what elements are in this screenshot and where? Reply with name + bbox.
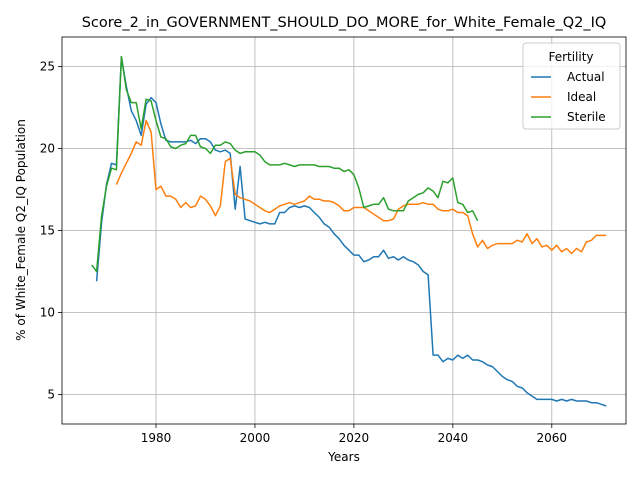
- series-line-ideal: [115, 119, 607, 255]
- legend-title: Fertility: [548, 50, 593, 64]
- x-tick-label: 2020: [339, 431, 370, 445]
- y-tick-label: 5: [47, 387, 55, 401]
- axis-ticks: 1980 2000 2020 2040 2060 5 10 15 20 25: [40, 60, 567, 445]
- legend-label-sterile: Sterile: [567, 110, 606, 124]
- legend-label-actual: Actual: [567, 70, 605, 84]
- x-tick-label: 2040: [438, 431, 469, 445]
- chart-title: Score_2_in_GOVERNMENT_SHOULD_DO_MORE_for…: [82, 15, 607, 31]
- series-line-sterile: [91, 55, 479, 273]
- y-tick-label: 15: [40, 224, 55, 238]
- y-tick-label: 20: [40, 142, 55, 156]
- legend-box: [522, 42, 621, 130]
- legend-label-ideal: Ideal: [567, 90, 596, 104]
- legend: Fertility Actual Ideal Sterile: [522, 42, 621, 130]
- x-tick-label: 1980: [141, 431, 172, 445]
- series-line-actual: [95, 55, 607, 407]
- x-axis-label: Years: [327, 450, 360, 464]
- x-tick-label: 2060: [537, 431, 568, 445]
- y-tick-label: 10: [40, 305, 55, 319]
- y-tick-label: 25: [40, 60, 55, 74]
- series-lines: [91, 55, 607, 407]
- x-tick-label: 2000: [240, 431, 271, 445]
- y-axis-label: % of White_Female Q2_IQ Population: [14, 119, 28, 341]
